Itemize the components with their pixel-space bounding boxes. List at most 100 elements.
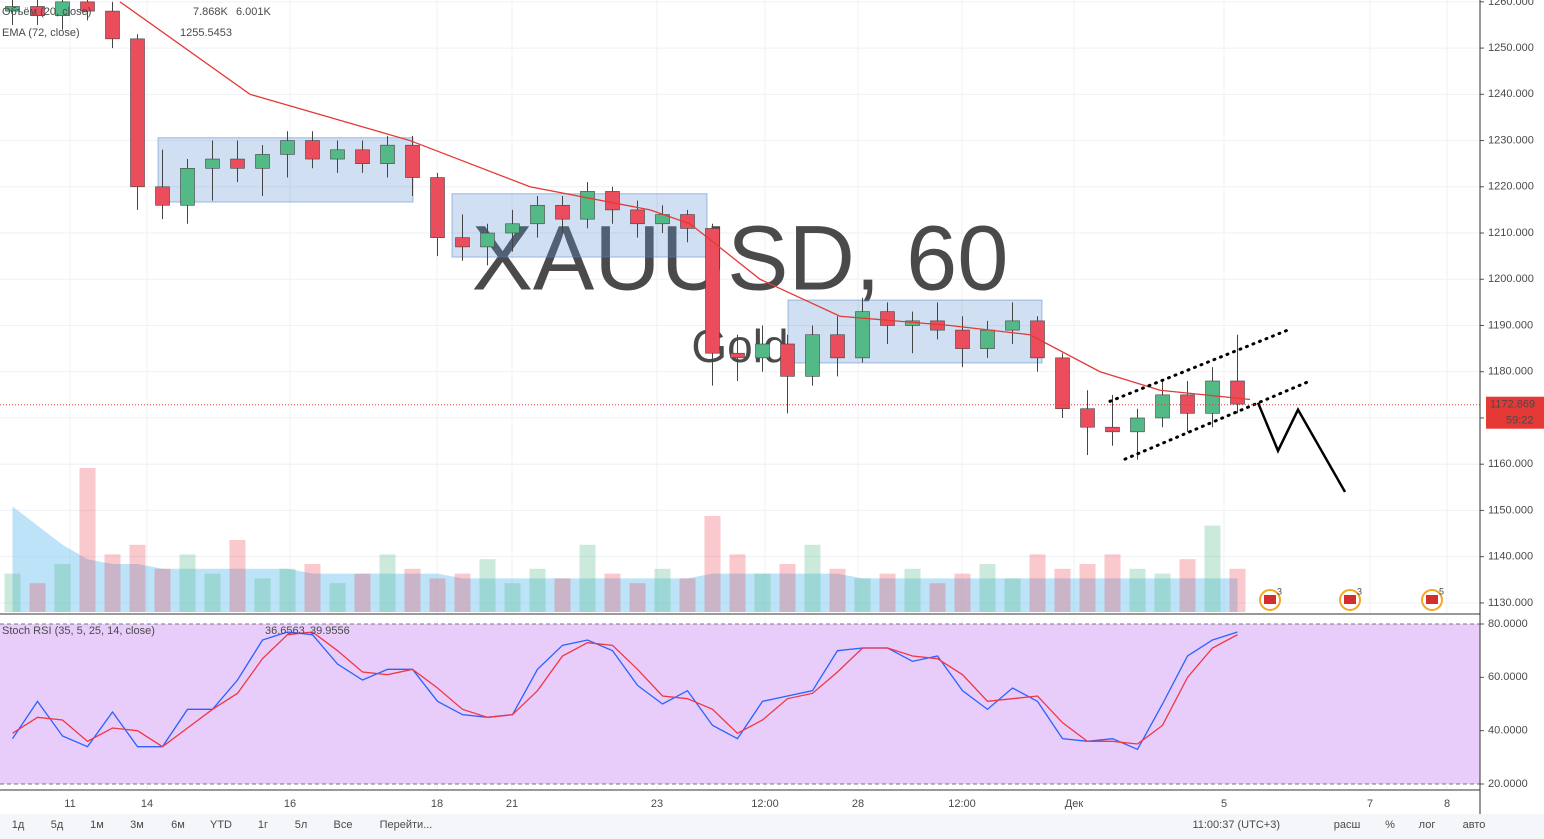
volume-bar bbox=[604, 573, 621, 612]
toolbar-button-label[interactable]: лог bbox=[1419, 819, 1436, 831]
toolbar-button[interactable]: 3м bbox=[130, 819, 144, 831]
zigzag bbox=[1256, 402, 1347, 493]
volume-bar bbox=[454, 573, 471, 612]
toolbar-button[interactable]: 6м bbox=[171, 819, 185, 831]
y-tick-label: 1250.000 bbox=[1488, 42, 1534, 54]
candle-body bbox=[780, 343, 795, 377]
rsi-band bbox=[0, 624, 1480, 784]
volume-bar bbox=[1004, 578, 1021, 612]
event-flag bbox=[1426, 595, 1438, 604]
candle-body bbox=[305, 140, 320, 160]
toolbar-button[interactable]: 1м bbox=[90, 819, 104, 831]
rsi-line bbox=[11, 631, 1238, 751]
toolbar-button-label[interactable]: авто bbox=[1463, 819, 1486, 831]
volume-bar bbox=[704, 516, 721, 612]
volume-bar bbox=[929, 583, 946, 612]
volume-bar bbox=[829, 568, 846, 612]
toolbar-button[interactable]: лог bbox=[1419, 819, 1436, 831]
candle-body bbox=[30, 6, 45, 17]
toolbar-button-label[interactable]: Все bbox=[334, 819, 353, 831]
volume-bar bbox=[979, 564, 996, 612]
candle-body bbox=[255, 154, 270, 169]
toolbar-button-label[interactable]: 1д bbox=[12, 819, 25, 831]
y-tick-label: 1130.000 bbox=[1488, 597, 1533, 609]
toolbar-button-label[interactable]: YTD bbox=[210, 819, 232, 831]
volume-bar bbox=[1229, 568, 1246, 612]
toolbar-button[interactable]: 1г bbox=[258, 819, 268, 831]
toolbar-button-label[interactable]: 6м bbox=[171, 819, 185, 831]
toolbar-button[interactable]: 5л bbox=[295, 819, 308, 831]
candle-body bbox=[1205, 380, 1220, 414]
toolbar-button-label[interactable]: 3м bbox=[130, 819, 144, 831]
toolbar-button-label[interactable]: 5д bbox=[51, 819, 64, 831]
toolbar-button[interactable]: Все bbox=[334, 819, 353, 831]
candle-body bbox=[480, 232, 495, 248]
volume-bar bbox=[654, 568, 671, 612]
rsi-line bbox=[12, 631, 1238, 748]
ema-legend-value: 1255.5453 bbox=[180, 27, 232, 39]
volume-bar bbox=[904, 568, 921, 612]
volume-bar bbox=[554, 578, 571, 612]
y-tick-label: 1180.000 bbox=[1488, 366, 1533, 378]
volume-bar bbox=[79, 468, 96, 612]
x-tick-label: 8 bbox=[1444, 798, 1450, 810]
candle-body bbox=[1055, 357, 1070, 410]
candle-body bbox=[430, 177, 445, 238]
volume-bar bbox=[1104, 554, 1121, 612]
toolbar-button[interactable]: 1д bbox=[12, 819, 25, 831]
candle-body bbox=[180, 167, 195, 206]
toolbar-button-label[interactable]: 1г bbox=[258, 819, 268, 831]
volume-bar bbox=[179, 554, 196, 612]
candle-body bbox=[1155, 394, 1170, 419]
toolbar bbox=[0, 814, 1544, 839]
y-tick-label: 20.0000 bbox=[1488, 778, 1528, 790]
candle-body bbox=[80, 1, 95, 12]
volume-bar bbox=[1179, 559, 1196, 612]
x-tick-label: 28 bbox=[852, 798, 864, 810]
candle-body bbox=[555, 204, 570, 220]
toolbar-button[interactable]: расш bbox=[1334, 819, 1361, 831]
volume-bar bbox=[1079, 564, 1096, 612]
toolbar-button-label[interactable]: 5л bbox=[295, 819, 308, 831]
y-tick-label: 40.0000 bbox=[1488, 725, 1528, 737]
candle-body bbox=[580, 191, 595, 220]
toolbar-button-label[interactable]: 1м bbox=[90, 819, 104, 831]
toolbar-button[interactable]: Перейти... bbox=[380, 819, 433, 831]
volume-bar bbox=[254, 578, 271, 612]
volume-bar bbox=[229, 540, 246, 612]
volume-bar bbox=[379, 554, 396, 612]
candle-body bbox=[5, 6, 20, 12]
volume-bar bbox=[504, 583, 521, 612]
toolbar-button[interactable]: 5д bbox=[51, 819, 64, 831]
volume-bar bbox=[154, 568, 171, 612]
toolbar-button[interactable]: % bbox=[1385, 819, 1395, 831]
y-tick-label: 1200.000 bbox=[1488, 273, 1534, 285]
toolbar-button-label[interactable]: расш bbox=[1334, 819, 1361, 831]
candle-body bbox=[1230, 380, 1245, 405]
toolbar-button[interactable]: YTD bbox=[210, 819, 232, 831]
rsi-legend: Stoch RSI (35, 5, 25, 14, close) bbox=[2, 625, 155, 637]
toolbar-button[interactable]: авто bbox=[1463, 819, 1486, 831]
volume-bar bbox=[529, 568, 546, 612]
volume-bar bbox=[354, 573, 371, 612]
volume-bar bbox=[129, 544, 146, 612]
event-flag bbox=[1264, 595, 1276, 604]
candle-body bbox=[130, 38, 145, 188]
event-count: 3 bbox=[1357, 586, 1362, 596]
x-tick-label: 12:00 bbox=[948, 798, 976, 810]
toolbar-button-label[interactable]: Перейти... bbox=[380, 819, 433, 831]
candle-body bbox=[830, 334, 845, 359]
volume-bar bbox=[479, 559, 496, 612]
event-flag bbox=[1344, 595, 1356, 604]
volume-bar bbox=[1204, 525, 1221, 612]
volume-bar bbox=[754, 573, 771, 612]
x-tick-label: 12:00 bbox=[751, 798, 779, 810]
last-price-box bbox=[1486, 396, 1544, 429]
x-tick-label: 5 bbox=[1221, 798, 1227, 810]
candle-body bbox=[1005, 320, 1020, 331]
candle-body bbox=[630, 209, 645, 225]
rsi-legend-value: 36.6563 bbox=[265, 625, 305, 637]
countdown-label: 59:22 bbox=[1506, 415, 1534, 427]
toolbar-button-label[interactable]: % bbox=[1385, 819, 1395, 831]
